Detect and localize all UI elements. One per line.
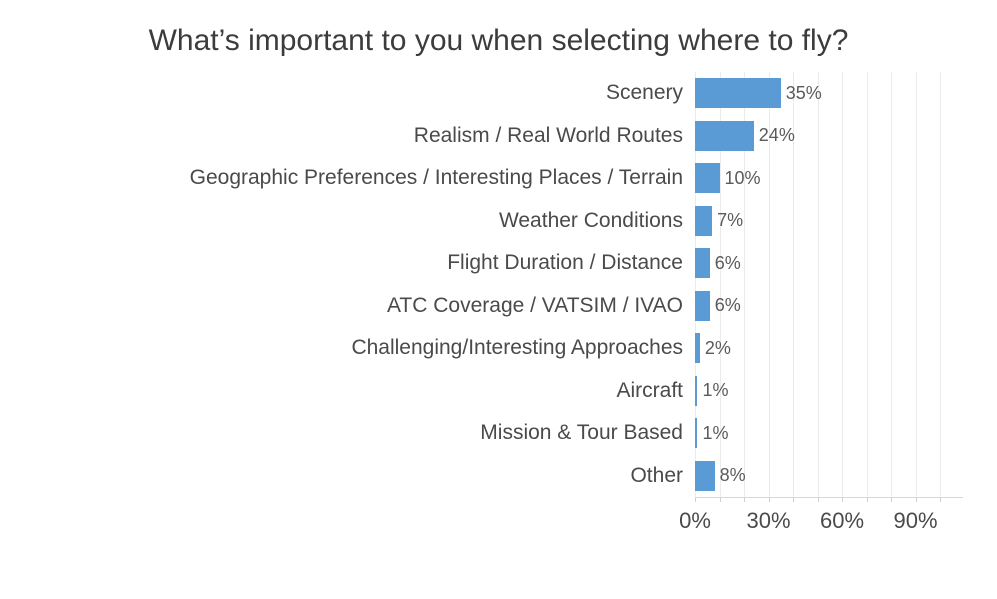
category-label: Mission & Tour Based [480, 421, 683, 445]
bar[interactable] [695, 78, 781, 109]
bar-row: Realism / Real World Routes 24% [0, 115, 997, 158]
bar[interactable] [695, 120, 754, 151]
bar-cell: 10% [689, 157, 997, 200]
x-axis-tick [842, 498, 843, 502]
x-tick-label: 90% [893, 508, 938, 533]
bar[interactable] [695, 333, 700, 364]
value-label: 2% [704, 337, 731, 358]
x-tick-label: 60% [819, 508, 865, 533]
x-axis-tick [768, 498, 770, 502]
category-label: Weather Conditions [498, 208, 683, 232]
gridline [842, 72, 843, 497]
gridline [695, 72, 696, 497]
bar-cell: 6% [689, 242, 997, 285]
bar-cell: 1% [689, 370, 997, 413]
x-axis-tick [744, 498, 745, 502]
bar-row: Aircraft 1% [0, 370, 997, 413]
x-axis-tick [915, 498, 917, 502]
value-label: 10% [724, 167, 761, 188]
plot-area: Scenery 35% Realism / Real World Routes 24%… [0, 72, 997, 542]
bar-row: ATC Coverage / VATSIM / IVAO 6% [0, 285, 997, 328]
category-label: Flight Duration / Distance [447, 251, 683, 275]
x-tick-label: 30% [746, 508, 791, 533]
bar-cell: 2% [689, 327, 997, 370]
value-label: 35% [785, 82, 822, 103]
gridline [793, 72, 794, 497]
bar-cell: 1% [689, 412, 997, 455]
category-label: Aircraft [616, 378, 683, 402]
gridline [891, 72, 892, 497]
category-label: Realism / Real World Routes [413, 123, 683, 147]
value-label: 8% [719, 465, 746, 486]
category-label: Scenery [605, 81, 683, 105]
x-axis-tick [695, 498, 696, 502]
gridline [866, 72, 868, 497]
gridline [768, 72, 770, 497]
x-axis-tick [866, 498, 868, 502]
bar-rows: Scenery 35% Realism / Real World Routes 24%… [0, 72, 997, 497]
category-label: Geographic Preferences / Interesting Pla… [189, 166, 683, 190]
bar-row: Scenery 35% [0, 72, 997, 115]
value-label: 6% [714, 295, 741, 316]
gridline [817, 72, 819, 497]
bar[interactable] [695, 248, 710, 279]
bar-cell: 8% [689, 455, 997, 498]
x-axis-tick [793, 498, 794, 502]
x-tick-label: 0% [679, 508, 711, 533]
chart-title: What’s important to you when selecting w… [148, 24, 849, 57]
gridline [744, 72, 745, 497]
bar-row: Flight Duration / Distance 6% [0, 242, 997, 285]
gridlines-layer [695, 72, 963, 497]
value-label: 1% [702, 422, 729, 443]
bar[interactable] [695, 418, 698, 449]
gridline [915, 72, 917, 497]
bar-cell: 6% [689, 285, 997, 328]
bar[interactable] [695, 205, 713, 236]
x-axis-line [695, 497, 963, 498]
bar[interactable] [695, 375, 698, 406]
value-label: 24% [758, 125, 795, 146]
bar-row: Geographic Preferences / Interesting Pla… [0, 157, 997, 200]
x-axis-tick [940, 498, 941, 502]
bar-row: Weather Conditions 7% [0, 200, 997, 243]
bar-cell: 35% [689, 72, 997, 115]
category-label: ATC Coverage / VATSIM / IVAO [386, 293, 683, 317]
bar-row: Mission & Tour Based 1% [0, 412, 997, 455]
x-axis-tick [719, 498, 721, 502]
bar-row: Other 8% [0, 455, 997, 498]
bar[interactable] [695, 290, 710, 321]
category-label: Other [630, 463, 683, 487]
bar[interactable] [695, 460, 715, 491]
bar-cell: 7% [689, 200, 997, 243]
value-label: 7% [717, 210, 744, 231]
gridline [719, 72, 721, 497]
x-axis-labels: 0% 30% 60% 90% [679, 508, 963, 538]
value-label: 1% [702, 380, 729, 401]
bar[interactable] [695, 163, 720, 194]
bar-row: Challenging/Interesting Approaches 2% [0, 327, 997, 370]
bar-cell: 24% [689, 115, 997, 158]
value-label: 6% [714, 252, 741, 273]
category-label: Challenging/Interesting Approaches [351, 336, 683, 360]
gridline [940, 72, 941, 497]
x-axis-tick [817, 498, 819, 502]
x-axis-tick [891, 498, 892, 502]
